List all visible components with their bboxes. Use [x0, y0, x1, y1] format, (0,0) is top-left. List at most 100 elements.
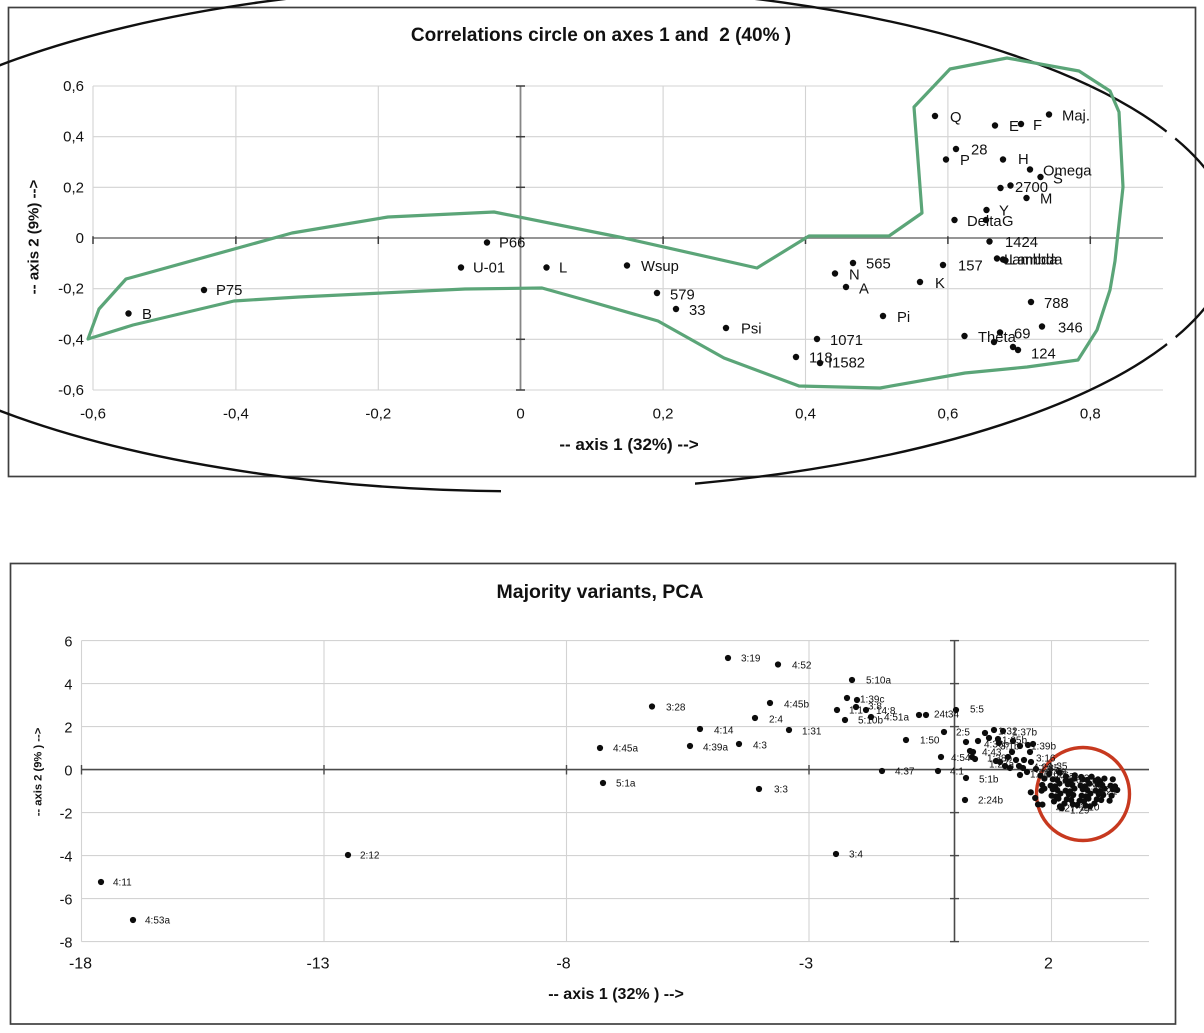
svg-text:P75: P75	[216, 283, 242, 299]
svg-text:1071: 1071	[830, 333, 863, 349]
svg-text:-- axis 1 (32% ) -->: -- axis 1 (32% ) -->	[548, 986, 684, 1003]
svg-text:565: 565	[866, 257, 891, 273]
svg-text:-8: -8	[556, 956, 570, 973]
svg-text:G: G	[1002, 214, 1014, 230]
svg-text:3:6a: 3:6a	[1047, 767, 1067, 778]
svg-text:4:43: 4:43	[982, 748, 1002, 759]
svg-text:U-01: U-01	[473, 261, 505, 277]
svg-text:-- axis 2 (9%) -->: -- axis 2 (9%) -->	[26, 179, 43, 294]
svg-text:2:16: 2:16	[1085, 782, 1105, 793]
svg-text:-- axis 1 (32%) -->: -- axis 1 (32%) -->	[559, 435, 698, 454]
svg-text:5:1a: 5:1a	[616, 779, 636, 790]
svg-text:0,8: 0,8	[1080, 406, 1101, 423]
svg-text:1:1: 1:1	[849, 706, 863, 717]
svg-text:1:10: 1:10	[1092, 785, 1112, 796]
svg-text:I1582: I1582	[828, 356, 865, 372]
svg-text:0: 0	[76, 230, 84, 247]
svg-text:2:5: 2:5	[956, 728, 970, 739]
svg-text:2: 2	[64, 721, 72, 737]
svg-text:1:35: 1:35	[1048, 762, 1068, 773]
svg-text:28: 28	[971, 143, 987, 159]
svg-text:2:10: 2:10	[1080, 803, 1100, 814]
svg-text:Maj.: Maj.	[1062, 109, 1090, 125]
svg-text:1:85: 1:85	[1040, 764, 1060, 775]
svg-text:0,6: 0,6	[63, 78, 84, 95]
svg-text:1:27a: 1:27a	[989, 760, 1014, 771]
svg-text:4:53a: 4:53a	[145, 916, 170, 927]
svg-text:4:11: 4:11	[113, 878, 132, 889]
svg-text:157: 157	[958, 259, 983, 275]
svg-text:1:29: 1:29	[1070, 806, 1090, 817]
svg-text:4:39a: 4:39a	[703, 743, 728, 754]
svg-text:Y: Y	[999, 204, 1009, 220]
svg-text:0: 0	[64, 764, 72, 780]
svg-text:2: 2	[1044, 956, 1053, 973]
svg-text:Pi: Pi	[897, 310, 910, 326]
svg-text:6: 6	[64, 635, 72, 651]
svg-text:B: B	[142, 307, 152, 323]
svg-text:-4: -4	[60, 850, 73, 866]
svg-text:1:32: 1:32	[998, 727, 1018, 738]
svg-text:Lambda: Lambda	[1009, 253, 1063, 269]
svg-text:-2: -2	[60, 807, 73, 823]
svg-text:3:21: 3:21	[1098, 787, 1118, 798]
svg-text:1:16: 1:16	[1062, 776, 1082, 787]
svg-text:4:45b: 4:45b	[784, 700, 809, 711]
svg-text:5:10b: 5:10b	[858, 716, 883, 727]
svg-text:N: N	[849, 268, 860, 284]
svg-text:4:54: 4:54	[951, 753, 971, 764]
svg-text:P: P	[960, 153, 970, 169]
svg-text:Correlations circle on axes 1: Correlations circle on axes 1 and 2 (40%…	[411, 25, 791, 46]
svg-text:Majority variants, PCA: Majority variants, PCA	[497, 581, 704, 603]
svg-text:33: 33	[689, 303, 705, 319]
svg-text:F: F	[1033, 118, 1042, 134]
svg-text:4:45a: 4:45a	[613, 744, 638, 755]
svg-text:0,4: 0,4	[63, 129, 84, 146]
svg-text:H: H	[1018, 152, 1029, 168]
svg-text:L: L	[559, 261, 567, 277]
svg-text:0,6: 0,6	[937, 406, 958, 423]
svg-text:1:35b: 1:35b	[1002, 736, 1027, 747]
svg-text:3:19: 3:19	[741, 654, 761, 665]
svg-text:4:27: 4:27	[1056, 804, 1076, 815]
svg-text:-0,6: -0,6	[58, 382, 84, 399]
svg-text:-0,6: -0,6	[80, 406, 106, 423]
svg-text:Q: Q	[950, 110, 962, 126]
svg-text:0: 0	[516, 406, 524, 423]
svg-text:0,2: 0,2	[63, 179, 84, 196]
svg-text:1424: 1424	[1005, 235, 1038, 251]
svg-text:1:38b: 1:38b	[987, 754, 1012, 765]
svg-text:P66: P66	[499, 236, 525, 252]
svg-text:-- axis 2 (9% ) -->: -- axis 2 (9% ) -->	[33, 727, 45, 816]
svg-text:788: 788	[1044, 296, 1069, 312]
svg-text:Psi: Psi	[741, 322, 762, 338]
svg-text:3:1b: 3:1b	[1000, 742, 1020, 753]
svg-text:2:13: 2:13	[1070, 774, 1090, 785]
svg-text:69: 69	[1014, 327, 1030, 343]
svg-text:S: S	[1053, 172, 1063, 188]
svg-text:4:36b: 4:36b	[984, 740, 1009, 751]
svg-text:1:37b: 1:37b	[1012, 728, 1037, 739]
svg-text:4:1: 4:1	[950, 767, 964, 778]
svg-text:4: 4	[64, 678, 72, 694]
svg-text:Wsup: Wsup	[641, 259, 679, 275]
svg-text:-13: -13	[306, 956, 329, 973]
svg-text:-0,2: -0,2	[365, 406, 391, 423]
svg-text:2700: 2700	[1015, 180, 1048, 196]
svg-text:1:39b: 1:39b	[1031, 742, 1056, 753]
svg-text:-0,4: -0,4	[223, 406, 249, 423]
svg-text:M: M	[1040, 192, 1052, 208]
svg-text:3:16: 3:16	[1036, 754, 1056, 765]
svg-text:4:37: 4:37	[895, 767, 915, 778]
svg-text:5:10a: 5:10a	[866, 676, 891, 687]
svg-text:-8: -8	[60, 936, 73, 952]
svg-text:-0,4: -0,4	[58, 331, 84, 348]
svg-text:124: 124	[1031, 347, 1056, 363]
svg-text:4:18: 4:18	[1078, 779, 1098, 790]
svg-text:Theta: Theta	[978, 330, 1017, 346]
svg-text:4:52: 4:52	[792, 661, 812, 672]
svg-text:2:62: 2:62	[1045, 770, 1065, 781]
svg-text:-18: -18	[69, 956, 92, 973]
svg-text:0,4: 0,4	[795, 406, 816, 423]
svg-text:4:14: 4:14	[714, 726, 734, 737]
